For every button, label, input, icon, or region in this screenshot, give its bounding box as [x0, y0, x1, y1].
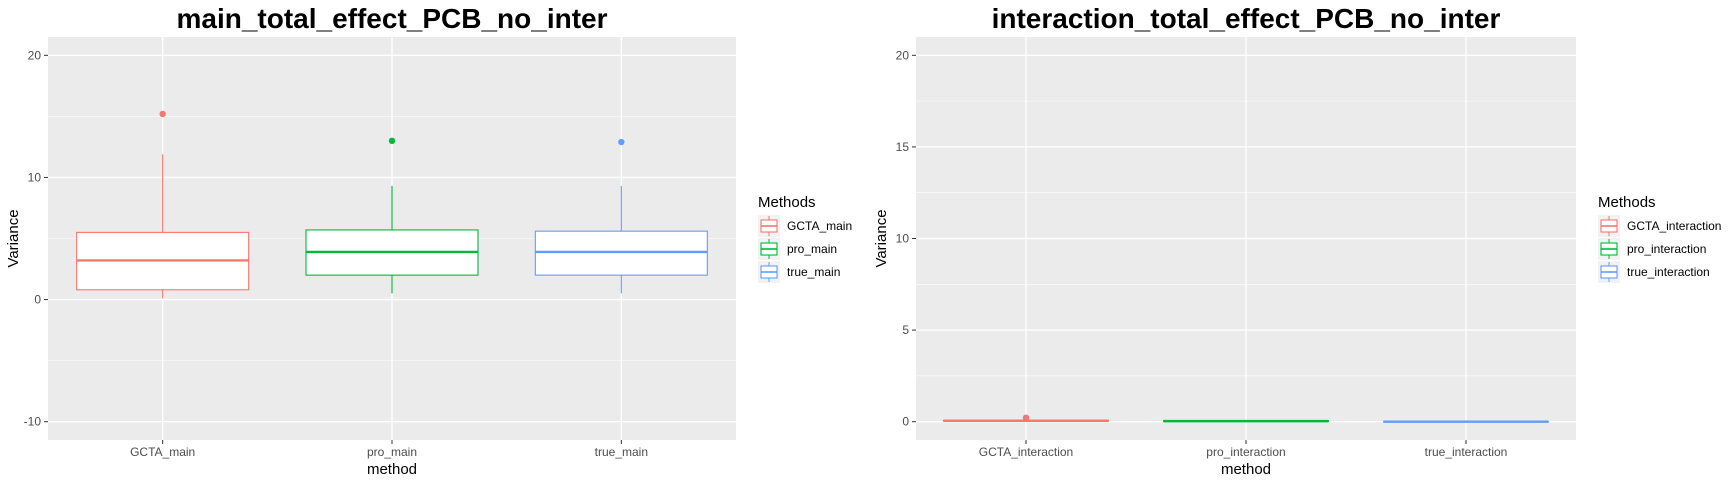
legend-key	[758, 261, 780, 283]
y-tick-label: 20	[28, 48, 42, 62]
legend-key	[1598, 238, 1620, 260]
outlier-point	[159, 111, 165, 117]
legend-label: true_interaction	[1627, 265, 1710, 279]
legend-label: pro_interaction	[1627, 242, 1706, 256]
y-axis-title: Variance	[873, 209, 890, 267]
y-tick-label: -10	[24, 415, 42, 429]
y-tick-label: 15	[896, 140, 910, 154]
chart-panel-1: -10 0 10 20 GCTA_main pro_main true_main main_t…	[5, 3, 852, 478]
box-body	[535, 231, 707, 275]
legend: Methods GCTA_main pro_main true_main	[758, 194, 852, 283]
x-tick-label: GCTA_interaction	[979, 445, 1073, 459]
legend-label: pro_main	[787, 242, 837, 256]
x-tick-label: GCTA_main	[130, 445, 195, 459]
y-tick-label: 0	[34, 293, 41, 307]
legend-label: GCTA_interaction	[1627, 219, 1721, 233]
legend-key	[1598, 261, 1620, 283]
legend-label: true_main	[787, 265, 840, 279]
legend-key	[1598, 215, 1620, 237]
legend-key	[758, 238, 780, 260]
chart-title: main_total_effect_PCB_no_inter	[176, 3, 607, 34]
outlier-point	[389, 138, 395, 144]
box-pro_interaction	[1164, 420, 1329, 421]
outlier-point	[1023, 414, 1029, 420]
legend-title: Methods	[1598, 194, 1656, 211]
y-tick-label: 0	[902, 415, 909, 429]
legend-title: Methods	[758, 194, 816, 211]
legend: Methods GCTA_interaction pro_interactiontr…	[1598, 194, 1721, 283]
x-tick-label: true_main	[595, 445, 648, 459]
x-axis-title: method	[1221, 461, 1271, 478]
legend-key	[758, 215, 780, 237]
x-tick-label: pro_main	[367, 445, 417, 459]
x-tick-label: pro_interaction	[1206, 445, 1285, 459]
outlier-point	[618, 139, 624, 145]
x-tick-label: true_interaction	[1425, 445, 1508, 459]
y-axis-title: Variance	[5, 209, 22, 267]
y-tick-label: 20	[896, 48, 910, 62]
y-tick-label: 10	[896, 232, 910, 246]
x-axis-title: method	[367, 461, 417, 478]
chart-title: interaction_total_effect_PCB_no_inter	[992, 3, 1501, 34]
legend-label: GCTA_main	[787, 219, 852, 233]
y-tick-label: 5	[902, 323, 909, 337]
y-tick-label: 10	[28, 170, 42, 184]
